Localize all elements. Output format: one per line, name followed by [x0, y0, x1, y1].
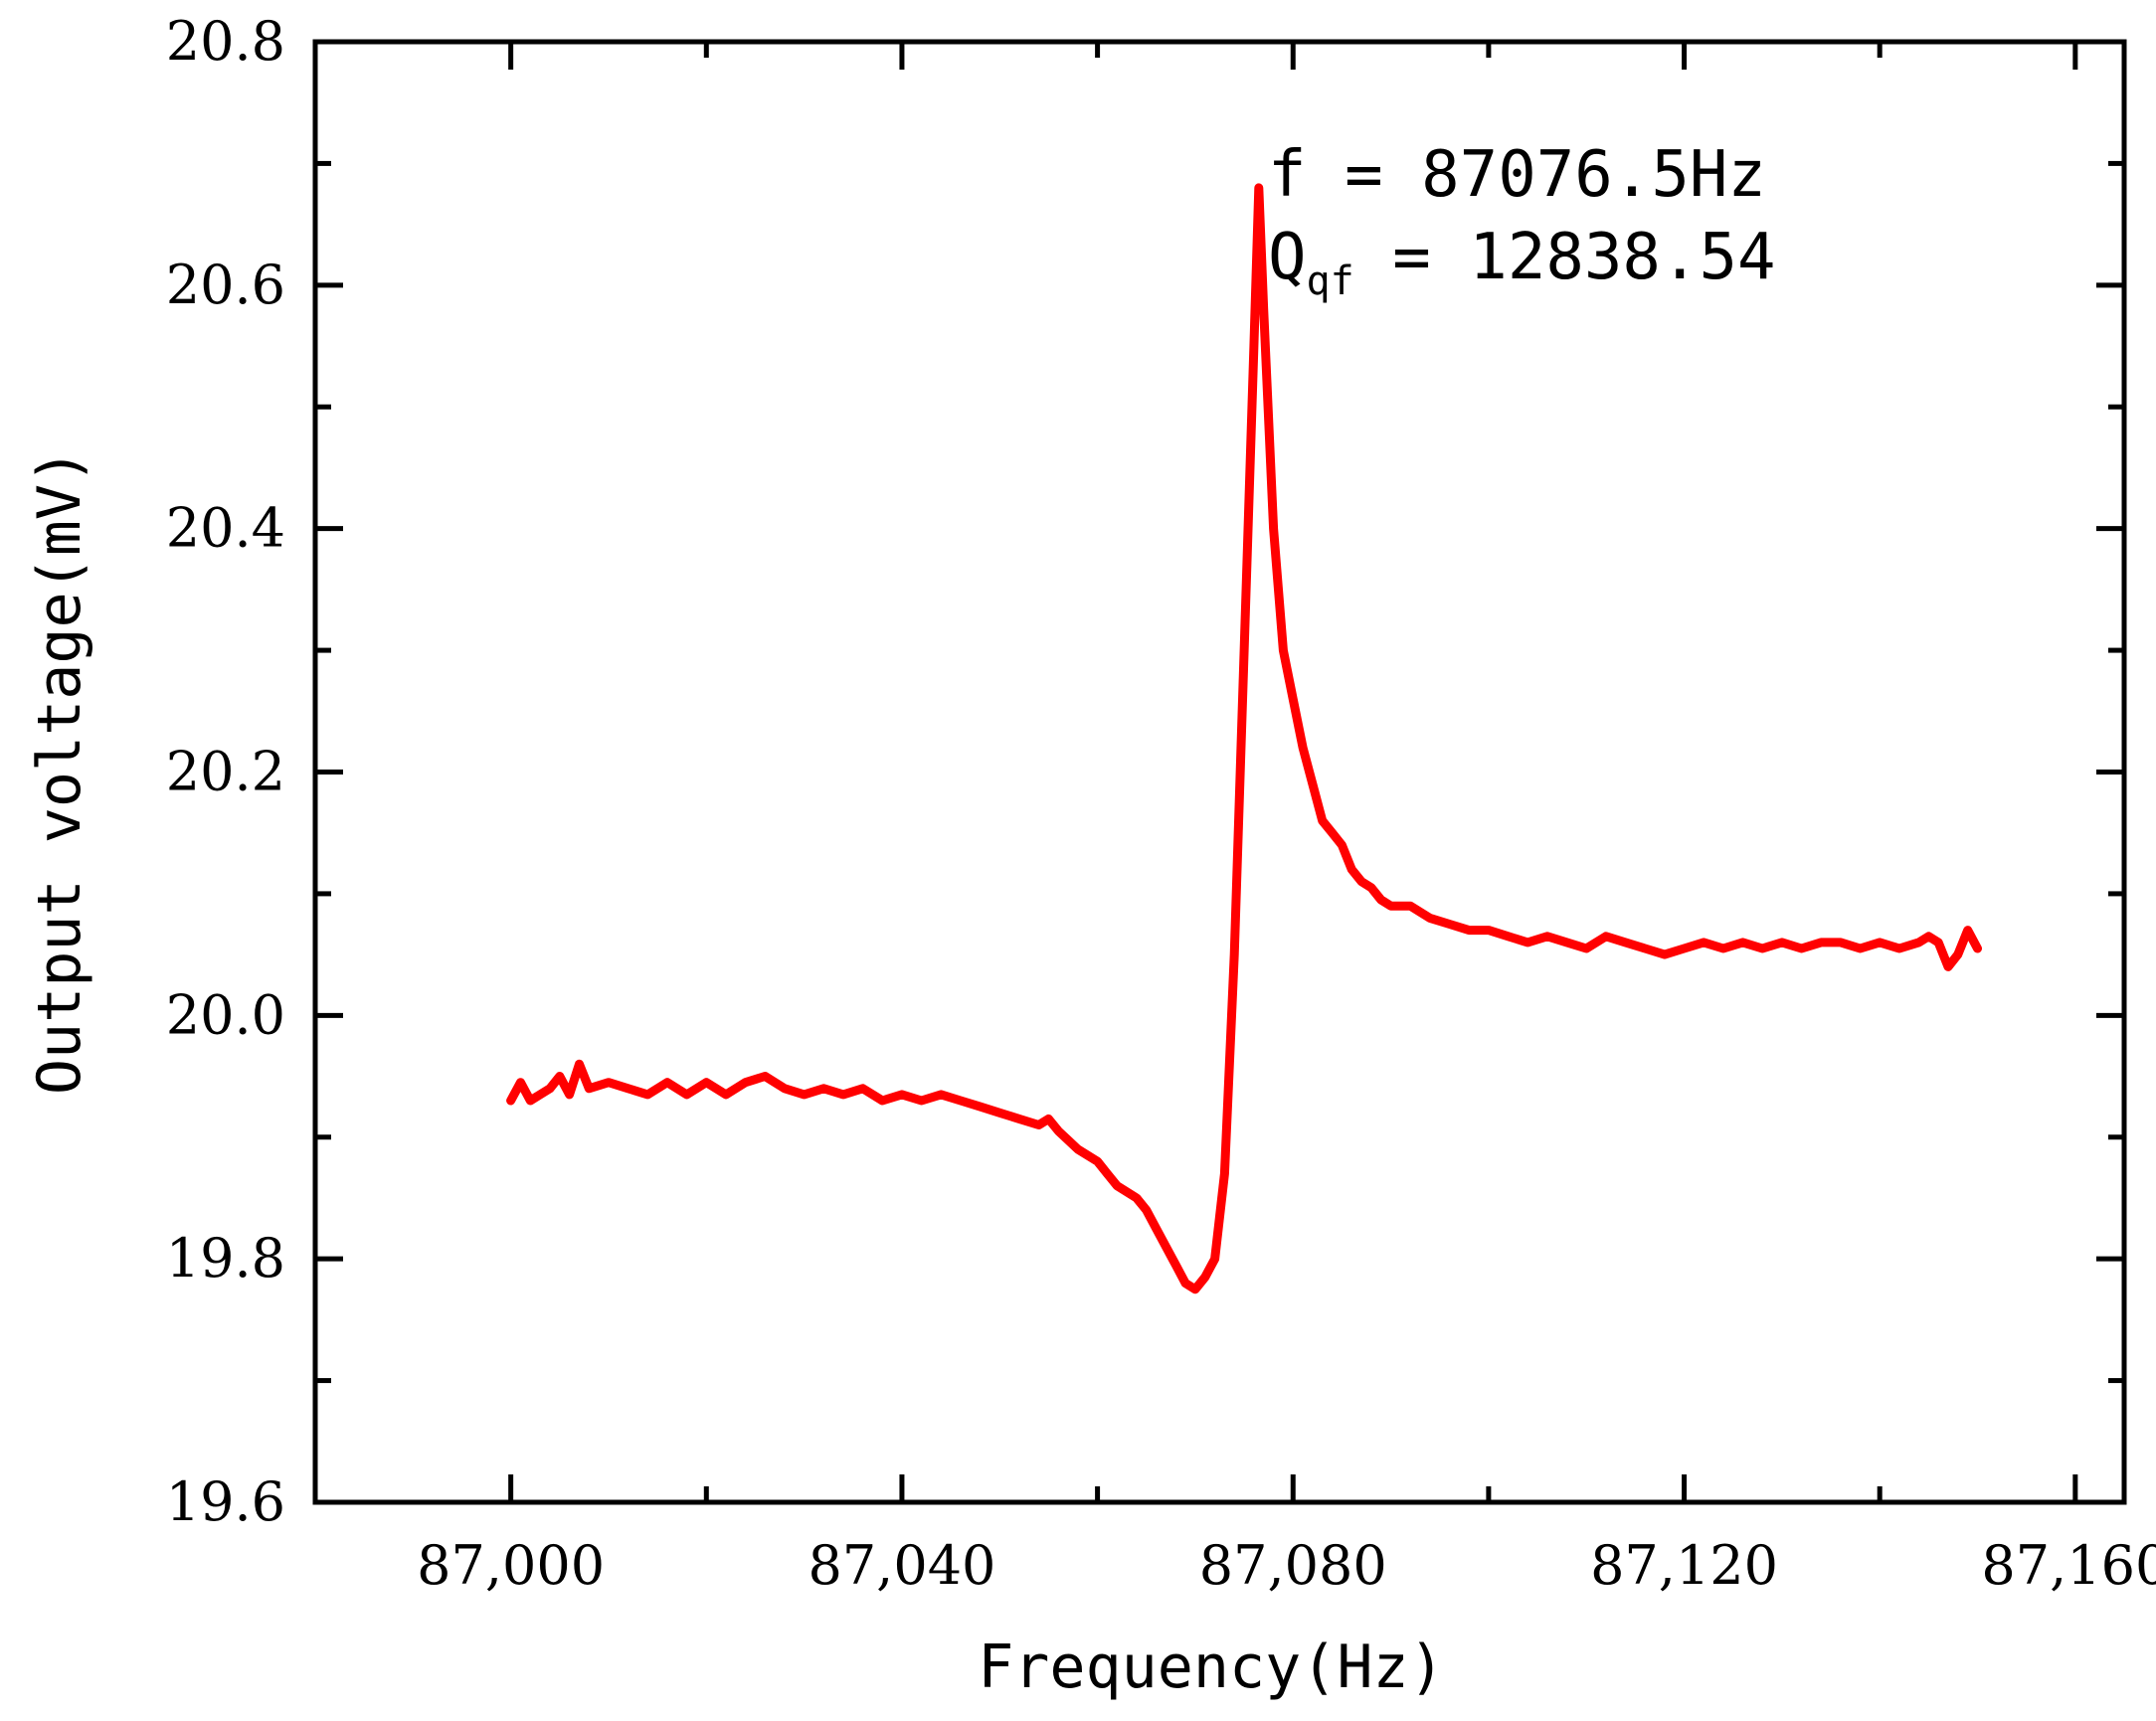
annotation-q-subscript: qf — [1307, 258, 1354, 304]
x-axis-ticks — [508, 42, 2078, 1502]
annotation-q-value: = 12838.54 — [1354, 221, 1776, 294]
annotation: f = 87076.5Hz Qqf = 12838.54 — [1268, 138, 1776, 304]
y-tick-label: 20.4 — [166, 497, 285, 560]
y-tick-label: 19.6 — [166, 1470, 285, 1533]
annotation-q-symbol: Q — [1268, 221, 1307, 294]
x-tick-label: 87,120 — [1590, 1534, 1778, 1597]
y-tick-label: 19.8 — [166, 1227, 285, 1290]
y-tick-label: 20.8 — [166, 10, 285, 73]
y-axis-ticks — [315, 39, 2124, 1505]
x-tick-label: 87,040 — [808, 1534, 995, 1597]
y-axis-tick-labels: 19.6 19.8 20.0 20.2 20.4 20.6 20.8 — [166, 10, 285, 1533]
x-tick-label: 87,000 — [417, 1534, 605, 1597]
y-axis-title: Output voltage(mV) — [25, 448, 94, 1095]
x-axis-title: Frequency(Hz) — [978, 1633, 1445, 1702]
x-tick-label: 87,080 — [1199, 1534, 1387, 1597]
plot-frame — [312, 39, 2127, 1505]
series-line-output-voltage — [506, 183, 1982, 1294]
x-axis-tick-labels: 87,000 87,040 87,080 87,120 87,160 — [417, 1534, 2156, 1597]
y-tick-label: 20.0 — [166, 983, 285, 1046]
y-tick-label: 20.2 — [166, 741, 285, 803]
annotation-frequency: f = 87076.5Hz — [1268, 138, 1766, 212]
annotation-quality-factor: Qqf = 12838.54 — [1268, 221, 1776, 304]
y-tick-label: 20.6 — [166, 254, 285, 316]
x-tick-label: 87,160 — [1981, 1534, 2156, 1597]
